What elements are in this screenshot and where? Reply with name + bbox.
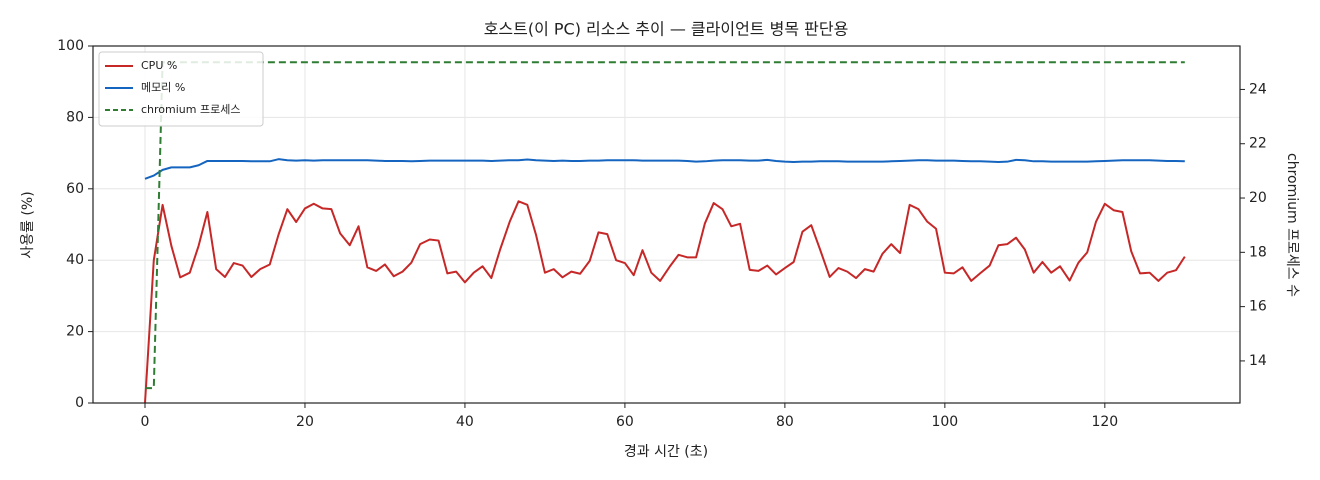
y2-tick-label: 16	[1249, 299, 1267, 315]
y2-tick-label: 14	[1249, 353, 1267, 369]
x-tick-label: 120	[1091, 414, 1118, 430]
y-tick-label: 20	[66, 324, 84, 340]
x-tick-label: 0	[141, 414, 150, 430]
data-line	[144, 61, 1185, 390]
y-tick-label: 40	[66, 252, 84, 268]
legend-label: 메모리 %	[141, 81, 185, 94]
x-tick-label: 80	[776, 414, 794, 430]
x-tick-label: 40	[456, 414, 474, 430]
chart-title: 호스트(이 PC) 리소스 추이 — 클라이언트 병목 판단용	[484, 20, 849, 39]
legend-label: chromium 프로세스	[141, 103, 240, 116]
y-tick-label: 100	[57, 38, 84, 54]
data-line	[143, 200, 1186, 404]
x-tick-label: 60	[616, 414, 634, 430]
legend-label: CPU %	[141, 59, 177, 72]
y2-tick-label: 18	[1249, 244, 1267, 260]
legend: CPU % 메모리 % chromium 프로세스	[98, 51, 264, 127]
y-tick-label: 60	[66, 181, 84, 197]
y-axis-label: 사용률 (%)	[20, 191, 36, 258]
legend-box	[98, 51, 264, 127]
y2-axis-label: chromium 프로세스 수	[1284, 153, 1300, 297]
y2-tick-label: 20	[1249, 190, 1267, 206]
x-axis-label: 경과 시간 (초)	[624, 444, 708, 460]
y-tick-label: 80	[66, 109, 84, 125]
y-tick-label: 0	[75, 395, 84, 411]
data-line	[144, 158, 1185, 180]
x-tick-label: 20	[296, 414, 314, 430]
y2-tick-label: 22	[1249, 136, 1267, 152]
plot-frame	[92, 45, 1241, 404]
x-tick-label: 100	[931, 414, 958, 430]
y2-tick-label: 24	[1249, 81, 1267, 97]
